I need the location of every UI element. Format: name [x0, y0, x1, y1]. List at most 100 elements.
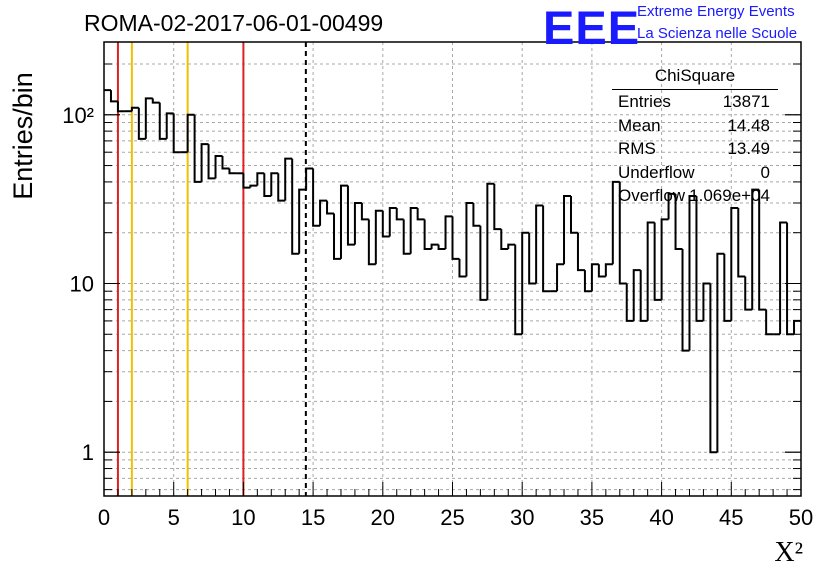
- histogram-bin: [367, 219, 376, 266]
- x-tick-label: 10: [231, 505, 255, 530]
- histogram-bin: [737, 208, 746, 278]
- histogram-bin: [305, 167, 314, 190]
- histogram-bin: [590, 263, 599, 292]
- histogram-bin: [500, 229, 509, 251]
- histogram-bin: [653, 222, 662, 301]
- x-tick-label: 30: [510, 505, 534, 530]
- histogram-bin: [709, 283, 718, 454]
- histogram-bin: [583, 270, 592, 293]
- histogram-bin: [409, 207, 418, 254]
- stats-key: Underflow: [618, 162, 695, 182]
- eee-logo: EEE: [543, 1, 641, 54]
- histogram-bin: [381, 210, 390, 238]
- histogram-bin: [214, 154, 223, 179]
- stats-row-overflow: Overflow 1.069e+04: [612, 184, 778, 208]
- histogram-bin: [618, 181, 627, 285]
- x-tick-label: 45: [719, 505, 743, 530]
- stats-value: 14.48: [727, 115, 770, 135]
- stats-row-entries: Entries 13871: [612, 90, 778, 114]
- histogram-bin: [472, 202, 481, 227]
- histogram-bin: [116, 101, 125, 113]
- histogram-bin: [353, 201, 362, 245]
- stats-box: ChiSquare Entries 13871 Mean 14.48 RMS 1…: [612, 66, 778, 208]
- stats-value: 13871: [722, 92, 770, 111]
- x-tick-label: 5: [168, 505, 180, 530]
- histogram-bin: [423, 219, 432, 251]
- histogram-bin: [256, 172, 265, 186]
- x-tick-label: 0: [98, 505, 110, 530]
- histogram-bin: [681, 249, 690, 352]
- x-tick-label: 25: [440, 505, 464, 530]
- histogram-bin: [200, 143, 209, 182]
- histogram-bin: [723, 253, 732, 322]
- histogram-bin: [514, 244, 523, 336]
- stats-row-rms: RMS 13.49: [612, 137, 778, 161]
- y-tick-label: 1: [82, 440, 94, 465]
- histogram-bin: [158, 102, 167, 140]
- histogram-bin: [444, 215, 453, 250]
- histogram-bin: [437, 244, 446, 251]
- histogram-bin: [263, 173, 272, 198]
- stats-value: 13.49: [727, 139, 770, 158]
- histogram-bin: [479, 225, 488, 301]
- histogram-bin: [221, 155, 230, 170]
- histogram-bin: [360, 202, 369, 221]
- histogram-bin: [674, 193, 683, 251]
- histogram-bin: [625, 283, 634, 322]
- stats-value: 1.069e+04: [689, 186, 770, 205]
- histogram-bin: [702, 282, 711, 321]
- histogram-bin: [535, 204, 544, 284]
- histogram-bin: [660, 218, 669, 300]
- histogram-bin: [319, 199, 328, 226]
- histogram-bin: [758, 189, 767, 311]
- histogram-bin: [458, 258, 467, 278]
- histogram-bin: [109, 90, 118, 103]
- histogram-bin: [277, 173, 286, 202]
- histogram-bin: [744, 276, 753, 311]
- histogram-bin: [569, 196, 578, 234]
- histogram-bin: [695, 196, 704, 322]
- histogram-bin: [346, 185, 355, 246]
- histogram-bin: [716, 252, 725, 453]
- logo-line-1: Extreme Energy Events: [637, 3, 795, 20]
- histogram-bin: [430, 243, 439, 250]
- histogram-bin: [228, 168, 237, 175]
- histogram-bin: [270, 172, 279, 197]
- histogram-bin: [172, 113, 181, 154]
- y-tick-label: 10²: [62, 103, 94, 128]
- histogram-bin: [374, 209, 383, 265]
- histogram-bin: [611, 180, 620, 265]
- x-tick-label: 50: [789, 505, 813, 530]
- histogram-bin: [556, 263, 565, 292]
- y-axis-label: Entries/bin: [8, 72, 38, 200]
- histogram-bin: [730, 207, 739, 321]
- histogram-bin: [193, 114, 202, 183]
- histogram-bin: [151, 98, 160, 104]
- x-tick-label: 35: [580, 505, 604, 530]
- histogram-bin: [639, 270, 648, 322]
- histogram-bin: [528, 232, 537, 285]
- histogram-bin: [326, 200, 335, 215]
- histogram-bin: [604, 263, 613, 277]
- histogram-bin: [416, 208, 425, 221]
- histogram-bin: [207, 144, 216, 180]
- stats-key: RMS: [618, 139, 656, 158]
- histogram-bin: [186, 113, 195, 153]
- histogram-bin: [165, 112, 174, 139]
- x-tick-label: 40: [649, 505, 673, 530]
- histogram-bin: [632, 269, 641, 321]
- histogram-bin: [312, 168, 321, 227]
- histogram-bin: [298, 188, 307, 254]
- histogram-bin: [563, 195, 571, 265]
- histogram-bin: [521, 231, 530, 335]
- histogram-bin: [667, 192, 676, 220]
- x-tick-label: 20: [371, 505, 395, 530]
- histogram-bin: [451, 216, 460, 260]
- stats-row-mean: Mean 14.48: [612, 114, 778, 138]
- histogram-bin: [576, 232, 585, 272]
- histogram-bin: [291, 158, 300, 255]
- histogram-bin: [779, 221, 788, 335]
- stats-key: Mean: [618, 115, 661, 135]
- stats-box-title: ChiSquare: [612, 66, 778, 90]
